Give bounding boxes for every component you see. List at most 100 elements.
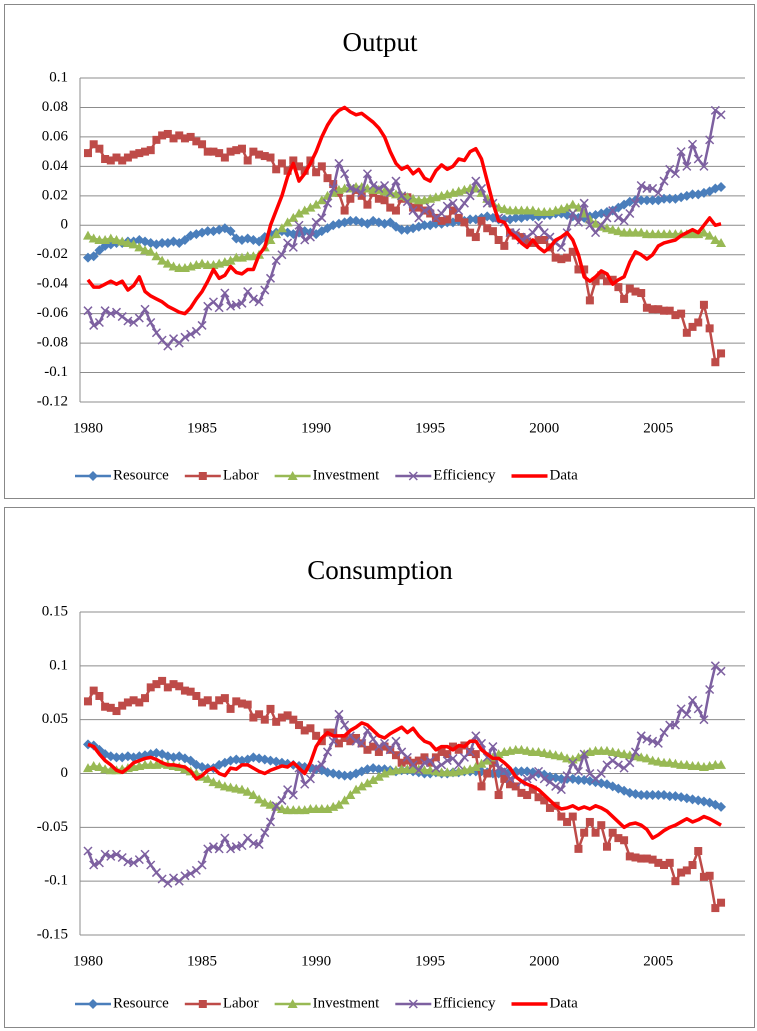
- data-point: [665, 858, 674, 867]
- data-point: [647, 195, 658, 206]
- legend-label: Investment: [313, 467, 380, 483]
- data-point: [671, 311, 680, 320]
- data-point: [687, 189, 698, 200]
- data-point: [203, 844, 213, 854]
- y-tick-label: -0.02: [37, 246, 68, 262]
- data-point: [391, 751, 400, 760]
- data-point: [83, 846, 93, 856]
- data-point: [299, 205, 310, 215]
- data-point: [197, 320, 207, 330]
- data-point: [146, 146, 155, 155]
- data-point: [151, 328, 161, 338]
- data-point: [534, 220, 544, 230]
- data-point: [517, 788, 526, 797]
- data-point: [670, 720, 680, 730]
- data-point: [202, 773, 213, 783]
- data-point: [140, 849, 150, 859]
- data-point: [454, 760, 464, 770]
- data-point: [277, 713, 286, 722]
- data-point: [642, 734, 652, 744]
- data-point: [351, 736, 361, 746]
- data-point: [687, 139, 698, 149]
- data-point: [334, 158, 344, 168]
- data-point: [175, 682, 184, 691]
- data-point: [465, 191, 475, 201]
- data-point: [141, 694, 150, 703]
- data-point: [231, 300, 241, 310]
- data-point: [220, 694, 229, 703]
- data-point: [682, 161, 692, 171]
- data-point: [466, 228, 475, 237]
- data-point: [266, 704, 275, 713]
- data-point: [596, 768, 606, 779]
- data-point: [710, 105, 720, 115]
- data-point: [608, 756, 618, 766]
- data-point: [471, 233, 480, 242]
- data-point: [151, 251, 162, 261]
- data-point: [215, 696, 224, 705]
- data-point: [329, 728, 338, 737]
- data-point: [654, 305, 663, 314]
- data-point: [340, 206, 349, 215]
- data-point: [544, 749, 555, 759]
- legend-label: Efficiency: [433, 995, 496, 1011]
- data-point: [636, 195, 647, 206]
- data-point: [83, 697, 92, 706]
- data-point: [545, 803, 554, 812]
- data-point: [374, 194, 383, 203]
- data-point: [539, 774, 549, 784]
- data-point: [540, 796, 549, 805]
- data-point: [676, 147, 686, 157]
- data-point: [677, 309, 686, 318]
- data-point: [95, 691, 104, 700]
- data-point: [619, 216, 629, 226]
- data-point: [585, 817, 594, 826]
- data-point: [448, 206, 457, 215]
- data-point: [591, 277, 600, 286]
- data-point: [574, 265, 583, 274]
- data-point: [419, 758, 430, 768]
- data-point: [562, 771, 572, 781]
- data-point: [101, 702, 110, 711]
- data-point: [642, 854, 651, 863]
- legend-marker: [408, 999, 418, 1009]
- data-point: [430, 766, 441, 776]
- data-point: [625, 208, 635, 219]
- data-point: [648, 305, 657, 314]
- data-point: [414, 765, 424, 775]
- data-point: [374, 742, 384, 752]
- data-point: [500, 774, 509, 783]
- data-point: [180, 686, 189, 695]
- data-point: [431, 213, 441, 223]
- data-point: [664, 757, 675, 767]
- data-point: [693, 760, 704, 770]
- y-tick-label: 0.04: [42, 158, 69, 174]
- legend-label: Investment: [313, 995, 380, 1011]
- data-point: [608, 206, 618, 216]
- legend-label: Data: [550, 467, 579, 483]
- data-point: [437, 760, 447, 770]
- data-point: [295, 721, 304, 730]
- data-point: [192, 691, 201, 700]
- y-tick-label: -0.15: [37, 926, 68, 942]
- data-point: [198, 140, 207, 149]
- data-point: [670, 758, 681, 768]
- data-point: [220, 833, 230, 843]
- data-point: [528, 228, 538, 238]
- data-point: [129, 858, 139, 868]
- data-point: [333, 799, 344, 809]
- data-point: [591, 228, 601, 238]
- data-point: [636, 180, 646, 191]
- data-point: [134, 313, 144, 323]
- data-point: [283, 166, 292, 175]
- data-point: [556, 751, 567, 761]
- data-point: [648, 855, 657, 864]
- data-point: [636, 790, 647, 801]
- data-point: [368, 774, 379, 784]
- data-point: [208, 842, 218, 852]
- data-point: [470, 762, 481, 772]
- data-point: [660, 861, 669, 870]
- data-point: [710, 235, 721, 244]
- data-point: [94, 762, 105, 772]
- data-point: [590, 218, 601, 228]
